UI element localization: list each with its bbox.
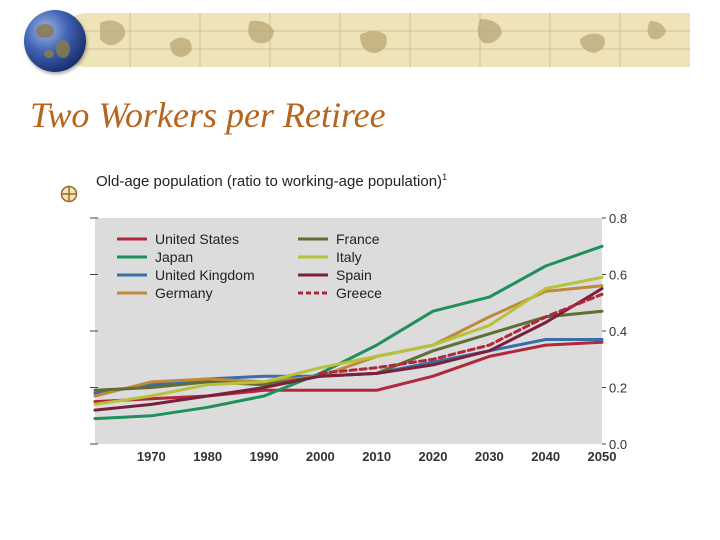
x-tick-label: 1980	[193, 449, 222, 464]
series-line-spain	[93, 287, 604, 412]
chart-title-footnote: 1	[442, 172, 448, 182]
series-line-italy	[93, 275, 604, 406]
chart-title-text: Old-age population (ratio to working-age…	[96, 173, 443, 190]
y-tick-label: 0.8	[609, 211, 627, 226]
chart-title: Old-age population (ratio to working-age…	[96, 172, 447, 190]
legend-label: United Kingdom	[155, 267, 255, 283]
x-tick-label: 2010	[362, 449, 391, 464]
line-chart: 0.0 0.2 0.4 0.6 0.8 1970 1980 1990 2000 2010 2020 2…	[90, 211, 627, 464]
y-tick-label: 0.4	[609, 324, 627, 339]
map-decoration	[60, 13, 690, 67]
series-line-united-states	[93, 340, 604, 404]
x-tick-label: 1970	[137, 449, 166, 464]
x-tick-label: 2000	[306, 449, 335, 464]
legend-label: Greece	[336, 285, 382, 301]
legend-label: Germany	[155, 285, 213, 301]
legend-label: France	[336, 231, 380, 247]
legend-label: Spain	[336, 267, 372, 283]
y-tick-label: 0.0	[609, 437, 627, 452]
series-line-japan	[93, 244, 604, 421]
series-line-germany	[93, 284, 604, 398]
series-line-greece	[318, 292, 604, 375]
x-tick-label: 2040	[531, 449, 560, 464]
x-tick-label: 2050	[588, 449, 617, 464]
x-tick-label: 2030	[475, 449, 504, 464]
y-tick-label: 0.2	[609, 381, 627, 396]
header-banner	[60, 13, 690, 67]
slide-title: Two Workers per Retiree	[30, 95, 386, 135]
x-tick-label: 1990	[250, 449, 279, 464]
globe-icon	[24, 10, 86, 72]
bullet-icon	[60, 185, 78, 203]
legend-label: United States	[155, 231, 239, 247]
legend-label: Italy	[336, 249, 362, 265]
legend-label: Japan	[155, 249, 193, 265]
x-tick-label: 2020	[419, 449, 448, 464]
y-tick-label: 0.6	[609, 268, 627, 283]
